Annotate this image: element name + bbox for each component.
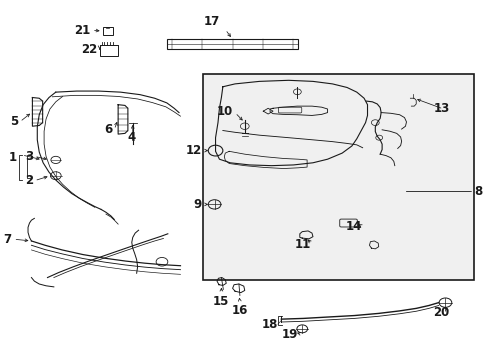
Text: 16: 16 xyxy=(231,304,247,317)
Text: 3: 3 xyxy=(25,150,33,163)
Text: 11: 11 xyxy=(294,238,310,251)
Text: 1: 1 xyxy=(9,151,17,164)
Text: 19: 19 xyxy=(282,328,298,341)
Text: 14: 14 xyxy=(345,220,361,233)
Text: 21: 21 xyxy=(74,24,90,37)
Text: 13: 13 xyxy=(433,103,449,116)
Text: 9: 9 xyxy=(193,198,202,211)
Text: 7: 7 xyxy=(3,233,11,246)
Bar xyxy=(166,40,298,49)
Text: 22: 22 xyxy=(81,42,98,55)
Text: 12: 12 xyxy=(185,144,202,157)
Bar xyxy=(203,74,473,280)
Text: 18: 18 xyxy=(261,318,277,331)
Bar xyxy=(102,27,113,36)
Bar xyxy=(100,45,118,56)
Text: 8: 8 xyxy=(473,185,482,198)
Text: 15: 15 xyxy=(212,295,228,308)
Text: 5: 5 xyxy=(10,116,18,129)
Text: 20: 20 xyxy=(432,306,448,319)
Text: 17: 17 xyxy=(203,15,219,28)
Text: 4: 4 xyxy=(127,131,136,144)
Text: 2: 2 xyxy=(25,174,33,187)
Text: 10: 10 xyxy=(216,105,233,118)
Text: 6: 6 xyxy=(104,123,112,136)
